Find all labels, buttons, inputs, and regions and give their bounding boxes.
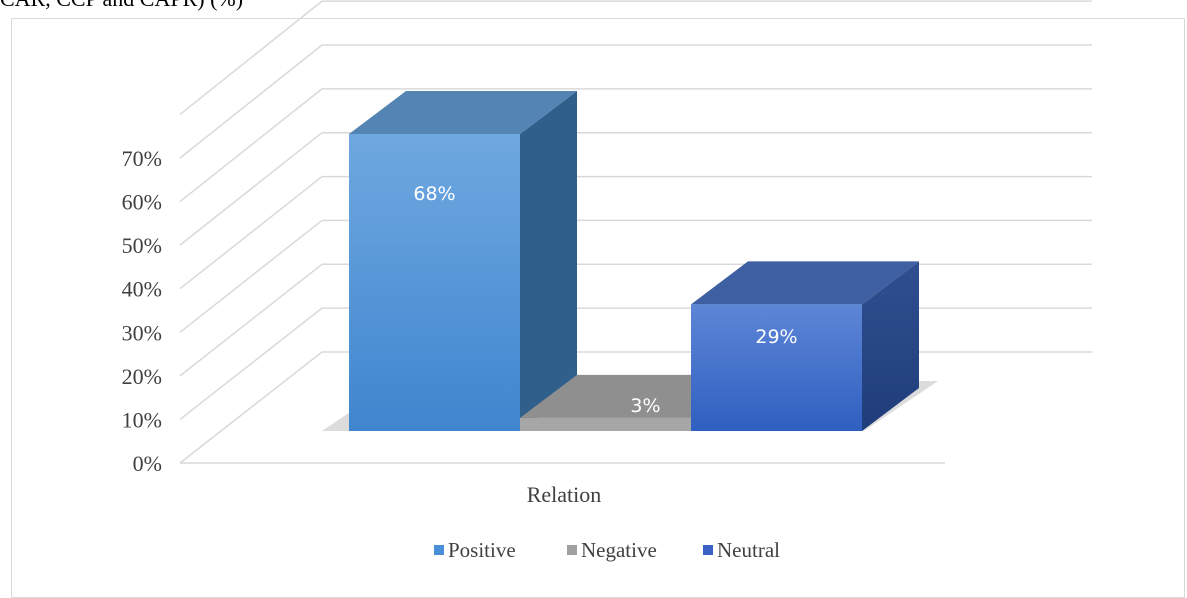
bars: [349, 91, 919, 431]
y-tick-label: 50%: [122, 233, 162, 258]
bar-side-face: [862, 261, 919, 431]
y-tick-label: 10%: [122, 407, 162, 432]
legend-swatch: [567, 545, 577, 555]
gridline-side: [179, 307, 323, 421]
bar-neutral: [691, 261, 919, 431]
y-tick-label: 60%: [122, 190, 162, 215]
bar-top-face: [691, 261, 919, 305]
y-axis-ticks: 0% 10% 20% 30% 40% 50% 60% 70%: [122, 146, 162, 476]
bar-front-face: [691, 304, 862, 431]
data-labels: 68% 3% 29%: [413, 183, 797, 417]
legend-swatch: [703, 545, 713, 555]
legend-swatch: [434, 545, 444, 555]
bar-side-face: [520, 91, 577, 431]
bar-chart-3d: 0% 10% 20% 30% 40% 50% 60% 70% 68% 3% 29% Relatio…: [122, 0, 1092, 562]
bar-positive: [349, 91, 577, 431]
gridline-side: [179, 0, 323, 116]
data-label-negative: 3%: [630, 395, 660, 417]
bar-front-face: [349, 134, 520, 431]
gridline-side: [179, 44, 323, 159]
y-tick-label: 30%: [122, 320, 162, 345]
data-label-neutral: 29%: [755, 326, 797, 348]
gridline-side: [179, 219, 323, 333]
bar-front-face: [520, 417, 691, 431]
y-tick-label: 20%: [122, 364, 162, 389]
legend: Positive Negative Neutral: [434, 538, 780, 562]
bar-top-face: [349, 91, 577, 134]
legend-label: Negative: [581, 538, 657, 562]
gridline-side: [179, 88, 323, 203]
legend-item-positive: Positive: [434, 538, 516, 562]
y-tick-label: 70%: [122, 146, 162, 171]
legend-label: Positive: [448, 538, 516, 562]
y-tick-label: 40%: [122, 277, 162, 302]
gridline-side: [179, 132, 323, 246]
x-category-label: Relation: [527, 482, 602, 507]
legend-item-neutral: Neutral: [703, 538, 780, 562]
data-label-positive: 68%: [413, 183, 455, 205]
legend-label: Neutral: [717, 538, 780, 562]
gridline-side: [179, 263, 323, 377]
gridline-side: [179, 351, 323, 464]
chart-caption: CAR, CCP and CAPR) (%): [0, 0, 243, 12]
y-tick-label: 0%: [133, 451, 162, 476]
legend-item-negative: Negative: [567, 538, 657, 562]
gridline-side: [179, 175, 323, 290]
